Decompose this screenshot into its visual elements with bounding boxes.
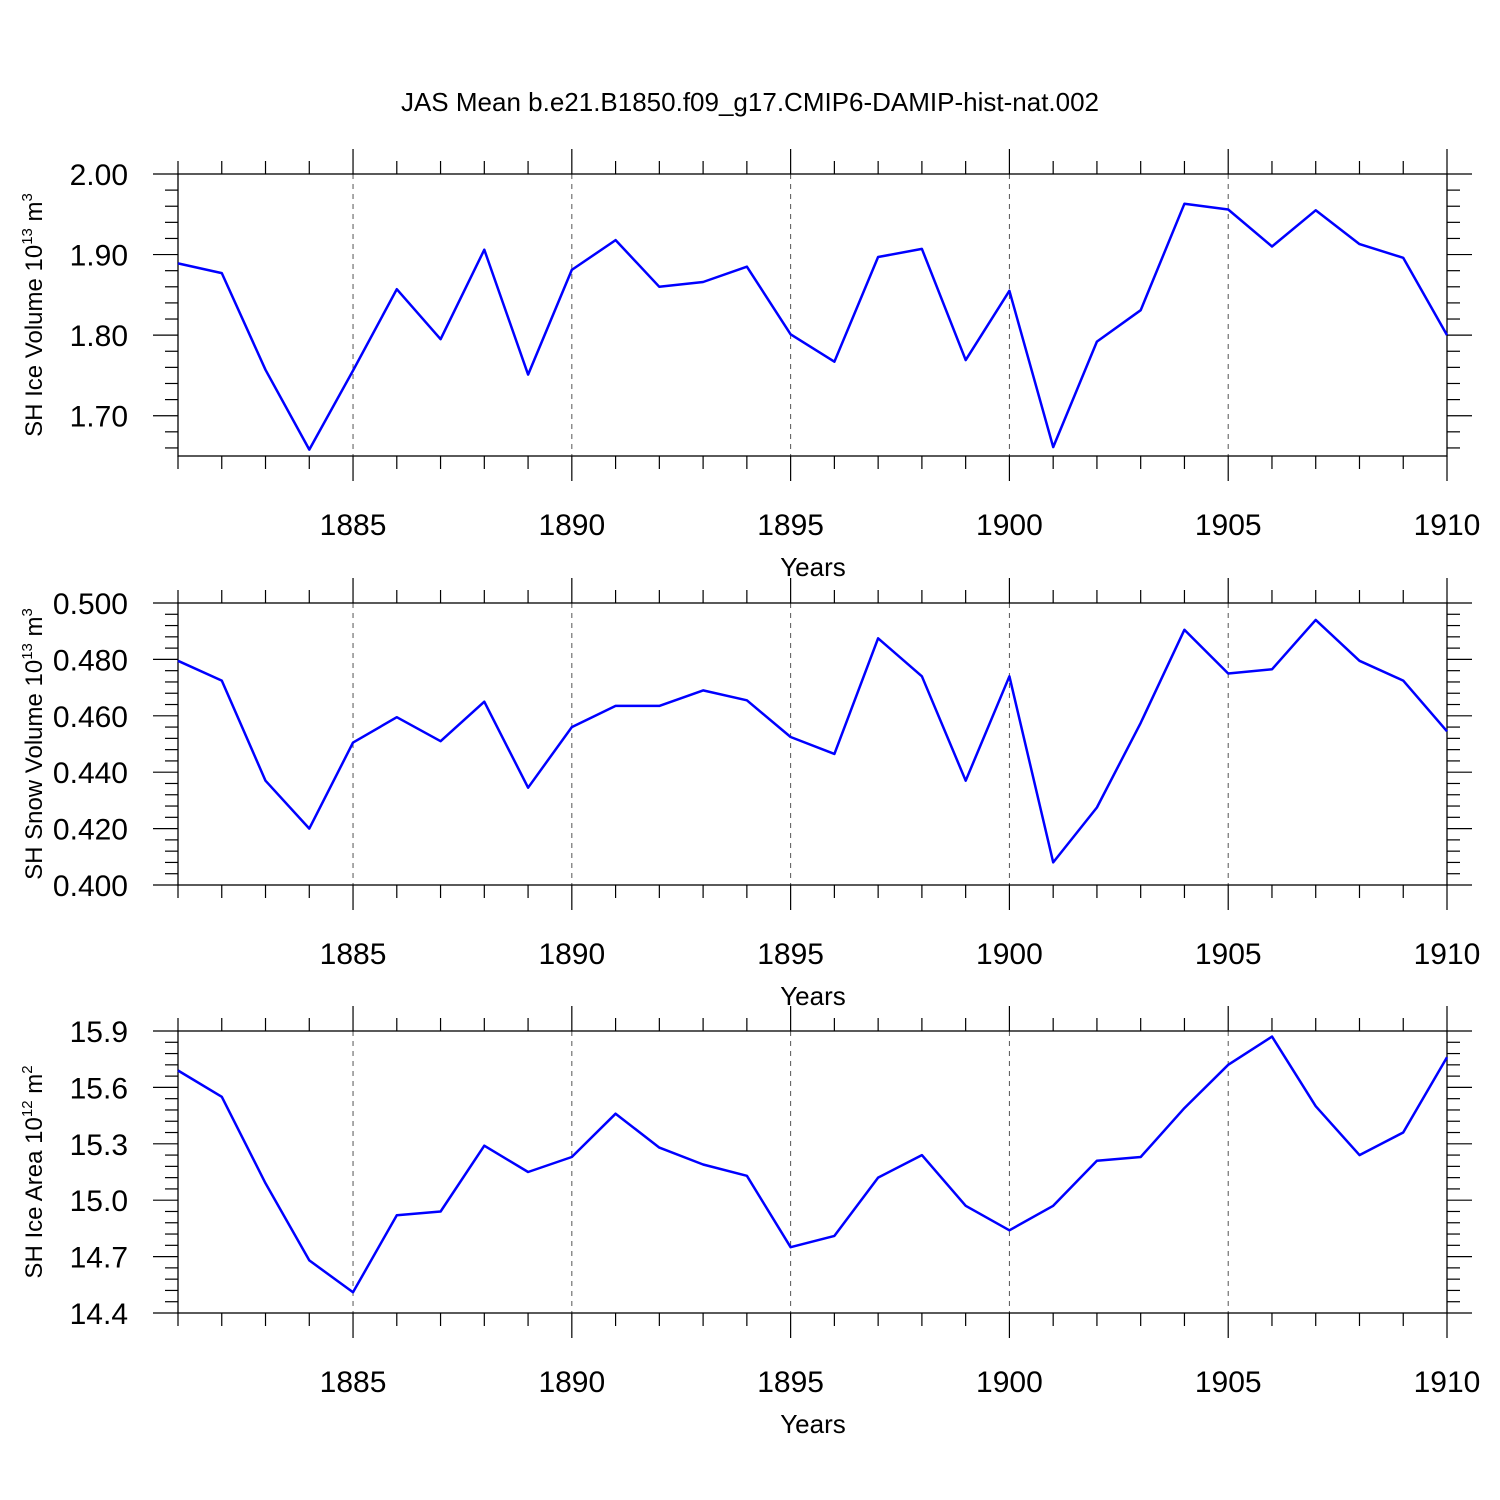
y-tick-label: 14.7 xyxy=(70,1242,128,1275)
figure-title: JAS Mean b.e21.B1850.f09_g17.CMIP6-DAMIP… xyxy=(401,87,1099,117)
x-tick-label: 1910 xyxy=(1414,938,1481,971)
y-axis-title: SH Ice Area 1012 m2 xyxy=(19,1065,48,1278)
y-tick-label: 15.0 xyxy=(70,1185,128,1218)
chart-panel-2: 0.400 0.420 0.440 0.460 0.480 0.500 1885 1890 18… xyxy=(19,578,1480,1011)
x-tick-label: 1905 xyxy=(1195,938,1262,971)
x-tick-label: 1890 xyxy=(538,938,605,971)
x-tick-label: 1885 xyxy=(320,509,387,542)
y-tick-label: 0.400 xyxy=(53,870,128,903)
x-tick-label: 1910 xyxy=(1414,1366,1481,1399)
x-axis-title: Years xyxy=(780,552,846,582)
y-tick-label: 15.6 xyxy=(70,1072,128,1105)
series-line xyxy=(177,618,1448,864)
x-tick-label: 1900 xyxy=(976,509,1043,542)
x-tick-label: 1905 xyxy=(1195,1366,1262,1399)
x-axis-title: Years xyxy=(780,1409,846,1439)
x-tick-label: 1900 xyxy=(976,1366,1043,1399)
y-tick-label: 1.70 xyxy=(70,401,128,434)
x-tick-label: 1895 xyxy=(757,1366,824,1399)
x-tick-label: 1890 xyxy=(538,509,605,542)
y-tick-label: 14.4 xyxy=(70,1298,128,1331)
x-tick-label: 1900 xyxy=(976,938,1043,971)
x-tick-label: 1885 xyxy=(320,938,387,971)
x-tick-label: 1895 xyxy=(757,938,824,971)
y-tick-label: 15.3 xyxy=(70,1129,128,1162)
x-tick-label: 1905 xyxy=(1195,509,1262,542)
y-axis-title: SH Snow Volume 1013 m3 xyxy=(19,608,48,880)
series-line xyxy=(177,202,1449,451)
y-tick-label: 1.90 xyxy=(70,240,128,273)
y-tick-label: 15.9 xyxy=(70,1016,128,1049)
series-line xyxy=(177,1035,1449,1294)
y-tick-label: 0.460 xyxy=(53,701,128,734)
y-tick-label: 0.420 xyxy=(53,814,128,847)
chart-panel-1: 1.70 1.80 1.90 2.00 1885 1890 1895 1900 1905 1910… xyxy=(19,149,1480,582)
x-tick-label: 1910 xyxy=(1414,509,1481,542)
chart-panel-3: 14.4 14.7 15.0 15.3 15.6 15.9 1885 1890 1895 1900… xyxy=(19,1006,1480,1439)
plot-frame xyxy=(177,173,1448,457)
y-tick-label: 0.500 xyxy=(53,588,128,621)
plot-frame xyxy=(177,602,1448,886)
x-tick-label: 1885 xyxy=(320,1366,387,1399)
plot-frame xyxy=(177,1030,1448,1314)
y-tick-label: 1.80 xyxy=(70,320,128,353)
y-tick-label: 0.480 xyxy=(53,644,128,677)
x-tick-label: 1890 xyxy=(538,1366,605,1399)
y-tick-label: 0.440 xyxy=(53,757,128,790)
x-tick-label: 1895 xyxy=(757,509,824,542)
panels: 1.70 1.80 1.90 2.00 1885 1890 1895 1900 1905 1910… xyxy=(19,149,1480,1439)
y-axis-title: SH Ice Volume 1013 m3 xyxy=(19,193,48,437)
y-tick-label: 2.00 xyxy=(70,159,128,192)
